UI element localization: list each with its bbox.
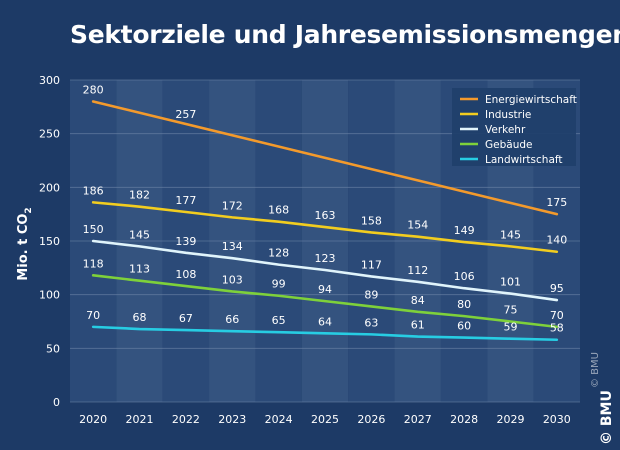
legend-label: Industrie	[485, 109, 531, 121]
watermark-text: © BMU	[590, 352, 601, 388]
data-label: 58	[550, 322, 564, 335]
gridlines	[70, 79, 580, 403]
data-label: 68	[133, 311, 147, 324]
data-label: 140	[546, 234, 567, 247]
data-label: 95	[550, 282, 564, 295]
x-tick-label: 2027	[404, 413, 432, 426]
data-label: 61	[411, 319, 425, 332]
data-label: 112	[407, 264, 428, 277]
data-label: 172	[222, 199, 243, 212]
data-label: 186	[83, 184, 104, 197]
legend-box	[452, 88, 576, 166]
y-axis-label-text: Mio. t CO	[16, 214, 31, 281]
data-label: 63	[364, 316, 378, 329]
data-label: 99	[272, 278, 286, 291]
legend: Energiewirtschaft Industrie Verkehr Gebäude…	[452, 88, 577, 166]
legend-label: Verkehr	[485, 124, 526, 136]
data-label: 113	[129, 263, 150, 276]
chart-title: Sektorziele und Jahresemissionsmengen	[70, 20, 620, 49]
x-tick-label: 2023	[218, 413, 246, 426]
y-tick-label: 50	[46, 342, 60, 355]
data-label: 118	[83, 257, 104, 270]
data-label: 158	[361, 214, 382, 227]
data-label: 108	[175, 268, 196, 281]
data-label: 280	[83, 83, 104, 96]
series-line-energiewirtschaft	[91, 100, 559, 216]
data-label: 150	[83, 223, 104, 236]
data-label: 117	[361, 258, 382, 271]
data-label: 168	[268, 204, 289, 217]
data-label: 257	[175, 108, 196, 121]
data-label: 103	[222, 273, 243, 286]
x-tick-label: 2020	[79, 413, 107, 426]
data-label: 163	[315, 209, 336, 222]
data-label: 94	[318, 283, 332, 296]
series-lines	[91, 100, 559, 342]
legend-label: Energiewirtschaft	[485, 94, 577, 106]
y-tick-label: 300	[39, 74, 60, 87]
data-label: 75	[503, 304, 517, 317]
y-axis-label: Mio. t CO2	[16, 207, 34, 280]
x-tick-label: 2028	[450, 413, 478, 426]
data-label: 66	[225, 313, 239, 326]
x-tick-label: 2025	[311, 413, 339, 426]
data-label: 134	[222, 240, 243, 253]
data-label: 64	[318, 315, 332, 328]
data-label: 67	[179, 312, 193, 325]
data-label: 65	[272, 314, 286, 327]
data-label: 145	[129, 228, 150, 241]
y-tick-label: 200	[39, 181, 60, 194]
y-tick-label: 100	[39, 289, 60, 302]
data-label: 70	[550, 309, 564, 322]
x-tick-label: 2022	[172, 413, 200, 426]
data-label: 89	[364, 288, 378, 301]
data-label: 175	[546, 196, 567, 209]
data-label: 182	[129, 189, 150, 202]
data-label: 59	[503, 321, 517, 334]
data-label: 106	[454, 270, 475, 283]
y-axis-label-subscript: 2	[24, 207, 34, 213]
y-tick-label: 150	[39, 235, 60, 248]
data-label: 60	[457, 320, 471, 333]
data-label: 101	[500, 276, 521, 289]
data-label: 154	[407, 219, 428, 232]
data-label: 139	[175, 235, 196, 248]
y-axis-ticks: 0 50 100 150 200 250 300	[39, 74, 60, 409]
x-tick-label: 2030	[543, 413, 571, 426]
x-tick-label: 2029	[496, 413, 524, 426]
series-line-gebäude	[91, 274, 559, 329]
x-tick-label: 2021	[126, 413, 154, 426]
x-tick-label: 2024	[265, 413, 293, 426]
series-line-industrie	[91, 201, 559, 254]
legend-label: Landwirtschaft	[485, 154, 563, 166]
legend-label: Gebäude	[485, 139, 532, 151]
x-tick-label: 2026	[357, 413, 385, 426]
data-label: 70	[86, 309, 100, 322]
y-tick-label: 250	[39, 128, 60, 141]
data-labels: 280 257 175 186 182 177 172 168 163 158 154 149 145 1…	[83, 83, 568, 334]
y-tick-label: 0	[53, 396, 60, 409]
series-line-landwirtschaft	[91, 325, 559, 342]
series-line-verkehr	[91, 239, 559, 302]
data-label: 80	[457, 298, 471, 311]
data-label: 177	[175, 194, 196, 207]
data-label: 84	[411, 294, 425, 307]
data-label: 149	[454, 224, 475, 237]
data-label: 128	[268, 247, 289, 260]
x-axis-ticks: 2020 2021 2022 2023 2024 2025 2026 2027 2028 2029…	[79, 413, 571, 426]
data-label: 123	[315, 252, 336, 265]
copyright-text: © BMU	[599, 390, 615, 445]
data-label: 145	[500, 228, 521, 241]
